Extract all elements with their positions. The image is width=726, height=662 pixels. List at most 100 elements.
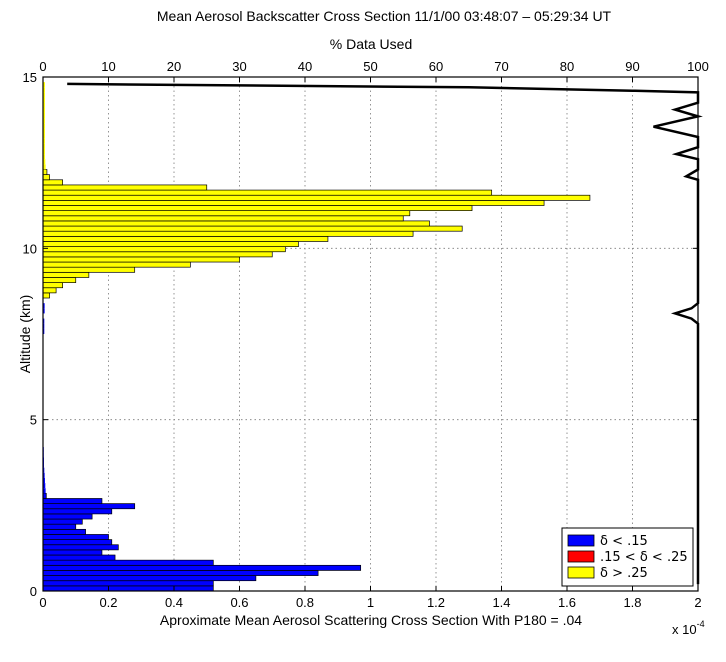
bar [43,164,46,170]
bar [43,483,46,489]
bar [42,256,240,263]
legend-entry-label: δ < .15 [600,534,648,549]
top-tick-label: 50 [363,59,377,74]
x-tick-label: 0.4 [165,595,183,610]
bar [42,241,299,247]
top-tick-label: 40 [298,59,312,74]
top-axis-label: % Data Used [330,36,412,52]
top-tick-label: 100 [687,59,709,74]
bar [42,205,473,211]
top-tick-label: 20 [167,59,181,74]
bar [42,544,119,551]
bar [42,225,463,232]
legend-entry-label: .15 < δ < .25 [600,550,688,565]
bar [43,488,46,494]
bar [42,215,404,222]
bar [42,503,136,510]
top-tick-label: 10 [101,59,115,74]
bar [43,308,45,314]
bar [43,154,45,160]
x-tick-label: 0 [39,595,46,610]
bar [42,554,116,561]
bar [43,87,45,93]
bar [42,179,63,186]
legend-entry-label: δ > .25 [600,566,648,581]
top-tick-label: 60 [429,59,443,74]
bar [43,159,46,165]
bar [43,143,45,149]
bar [43,318,45,324]
bar [43,82,45,88]
bar [43,123,45,129]
y-tick-label: 10 [23,241,37,256]
x-tick-label: 1.2 [427,595,445,610]
bar [42,246,286,253]
bar [43,102,45,108]
x-axis-label: Aproximate Mean Aerosol Scattering Cross… [160,612,582,628]
x-tick-label: 1 [367,595,374,610]
bar [42,200,545,206]
x-multiplier-exponent: -4 [697,619,705,629]
bar [43,467,45,473]
bar [42,508,113,515]
bar [42,523,77,530]
bar [43,138,45,144]
legend: δ < .15.15 < δ < .25δ > .25 [561,527,694,587]
x-multiplier-base: x 10 [672,622,697,637]
bar [43,133,45,139]
x-tick-label: 1.4 [492,595,510,610]
bar [42,220,430,227]
bar [43,92,45,98]
bar [42,528,86,535]
bar [42,549,103,556]
y-tick-label: 5 [30,413,37,428]
bar [43,303,45,309]
y-axis-ticks: 0 5 10 15 [23,70,698,599]
bar [43,107,45,113]
bar [42,570,319,576]
bar [42,266,136,273]
top-tick-label: 0 [39,59,46,74]
legend-swatch [567,550,595,563]
x-axis-ticks: 0 0.2 0.4 0.6 0.8 1 1.2 1.4 1.6 1.8 2 [39,586,702,610]
bar [42,559,214,566]
bar [43,112,45,119]
y-tick-label: 0 [30,584,37,599]
bar [43,477,45,484]
x-tick-label: 2 [694,595,701,610]
bar [43,328,45,334]
bar [42,292,50,299]
chart-title: Mean Aerosol Backscatter Cross Section 1… [157,8,612,24]
bar [42,564,362,571]
legend-swatch [567,534,595,547]
bar [42,271,90,278]
bar [43,148,45,155]
bar [42,261,191,268]
bar [42,518,83,525]
x-tick-label: 0.8 [296,595,314,610]
bar [42,282,63,289]
bar [42,235,329,242]
bar [43,128,45,134]
bar [42,189,493,196]
bar [43,97,45,103]
bar [42,194,591,201]
bar [42,287,57,294]
bar [42,251,273,258]
bar [42,585,214,592]
bar [42,534,109,540]
x-tick-label: 0.2 [99,595,117,610]
legend-swatch [567,566,595,579]
bar [42,539,113,546]
top-tick-label: 70 [494,59,508,74]
y-tick-label: 15 [23,70,37,85]
percent-data-used-line [67,82,703,585]
bar [42,174,50,181]
top-tick-label: 90 [625,59,639,74]
bar [43,323,45,329]
top-tick-label: 30 [232,59,246,74]
x-tick-label: 0.6 [230,595,248,610]
bar [42,513,93,520]
bar [42,575,257,582]
